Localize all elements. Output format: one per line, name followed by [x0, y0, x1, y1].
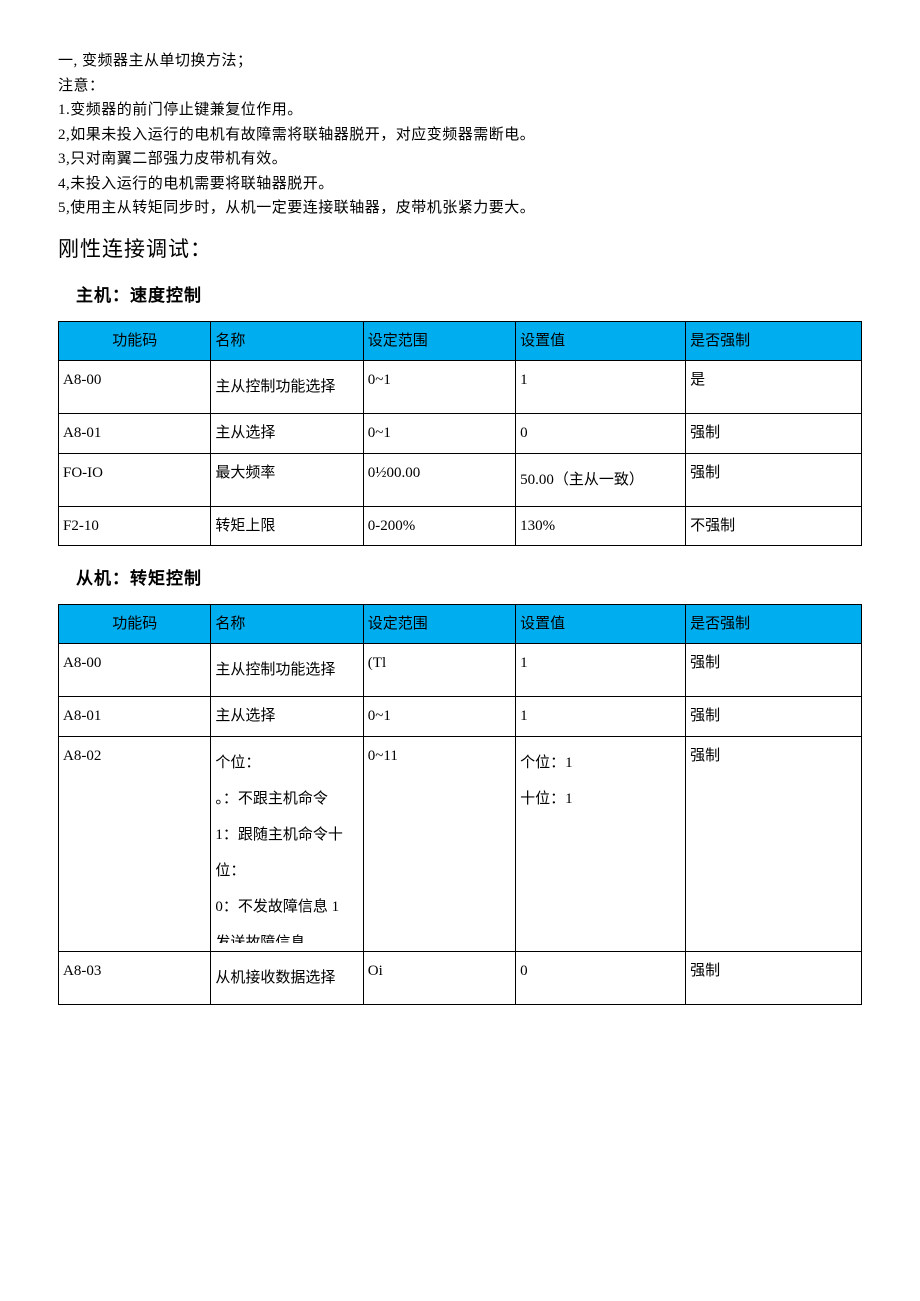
- col-code: 功能码: [59, 604, 211, 644]
- col-force: 是否强制: [686, 604, 862, 644]
- table-row: A8-02 个位： 。：不跟主机命令 1：跟随主机命令十位： 0：不发故障信息 …: [59, 736, 862, 951]
- cell-name: 主从选择: [211, 414, 363, 454]
- cell-value: 130%: [516, 506, 686, 546]
- cell-range: 0-200%: [363, 506, 515, 546]
- cell-force: 强制: [686, 414, 862, 454]
- host-subtitle: 主机：速度控制: [76, 283, 862, 309]
- intro-line: 注意：: [58, 75, 862, 98]
- intro-block: 一, 变频器主从单切换方法； 注意： 1.变频器的前门停止键兼复位作用。 2,如…: [58, 50, 862, 220]
- cell-value: 1: [516, 361, 686, 414]
- cell-value: 个位：1 十位：1: [516, 736, 686, 951]
- intro-line: 1.变频器的前门停止键兼复位作用。: [58, 99, 862, 122]
- cell-force: 强制: [686, 697, 862, 737]
- col-name: 名称: [211, 604, 363, 644]
- slave-table: 功能码 名称 设定范围 设置值 是否强制 A8-00 主从控制功能选择 (Tl …: [58, 604, 862, 1005]
- cell-force: 强制: [686, 951, 862, 1004]
- intro-line: 一, 变频器主从单切换方法；: [58, 50, 862, 73]
- intro-line: 3,只对南翼二部强力皮带机有效。: [58, 148, 862, 171]
- table-row: A8-03 从机接收数据选择 Oi 0 强制: [59, 951, 862, 1004]
- cell-name: 从机接收数据选择: [211, 951, 363, 1004]
- cell-range: Oi: [363, 951, 515, 1004]
- table-row: A8-01 主从选择 0~1 0 强制: [59, 414, 862, 454]
- cell-code: A8-02: [59, 736, 211, 951]
- col-code: 功能码: [59, 321, 211, 361]
- cell-range: 0~11: [363, 736, 515, 951]
- cell-name: 主从控制功能选择: [211, 644, 363, 697]
- cell-name: 转矩上限: [211, 506, 363, 546]
- cell-force: 不强制: [686, 506, 862, 546]
- cell-force: 强制: [686, 736, 862, 951]
- cell-name: 最大频率: [211, 453, 363, 506]
- cell-value: 0: [516, 951, 686, 1004]
- col-name: 名称: [211, 321, 363, 361]
- cell-value: 50.00（主从一致）: [516, 453, 686, 506]
- intro-line: 4,未投入运行的电机需要将联轴器脱开。: [58, 173, 862, 196]
- section-title-rigid: 刚性连接调试：: [58, 234, 862, 266]
- table-header-row: 功能码 名称 设定范围 设置值 是否强制: [59, 604, 862, 644]
- cell-force: 强制: [686, 453, 862, 506]
- host-table: 功能码 名称 设定范围 设置值 是否强制 A8-00 主从控制功能选择 0~1 …: [58, 321, 862, 547]
- cell-range: 0~1: [363, 697, 515, 737]
- cell-code: F2-10: [59, 506, 211, 546]
- table-header-row: 功能码 名称 设定范围 设置值 是否强制: [59, 321, 862, 361]
- cell-code: A8-00: [59, 644, 211, 697]
- cell-code: FO-IO: [59, 453, 211, 506]
- cell-code: A8-01: [59, 414, 211, 454]
- intro-line: 2,如果未投入运行的电机有故障需将联轴器脱开，对应变频器需断电。: [58, 124, 862, 147]
- cell-value: 1: [516, 697, 686, 737]
- cell-range: 0½00.00: [363, 453, 515, 506]
- cell-force: 强制: [686, 644, 862, 697]
- cell-name: 主从选择: [211, 697, 363, 737]
- table-row: A8-01 主从选择 0~1 1 强制: [59, 697, 862, 737]
- col-force: 是否强制: [686, 321, 862, 361]
- col-range: 设定范围: [363, 604, 515, 644]
- cell-value: 1: [516, 644, 686, 697]
- cell-value: 0: [516, 414, 686, 454]
- cell-code: A8-01: [59, 697, 211, 737]
- col-value: 设置值: [516, 604, 686, 644]
- cell-range: (Tl: [363, 644, 515, 697]
- cell-force: 是: [686, 361, 862, 414]
- cell-name: 主从控制功能选择: [211, 361, 363, 414]
- cell-code: A8-00: [59, 361, 211, 414]
- cell-range: 0~1: [363, 414, 515, 454]
- slave-subtitle: 从机：转矩控制: [76, 566, 862, 592]
- col-range: 设定范围: [363, 321, 515, 361]
- table-row: A8-00 主从控制功能选择 0~1 1 是: [59, 361, 862, 414]
- table-row: A8-00 主从控制功能选择 (Tl 1 强制: [59, 644, 862, 697]
- col-value: 设置值: [516, 321, 686, 361]
- table-row: F2-10 转矩上限 0-200% 130% 不强制: [59, 506, 862, 546]
- cell-name: 个位： 。：不跟主机命令 1：跟随主机命令十位： 0：不发故障信息 1 发送故障…: [211, 736, 363, 951]
- intro-line: 5,使用主从转矩同步时，从机一定要连接联轴器，皮带机张紧力要大。: [58, 197, 862, 220]
- cell-range: 0~1: [363, 361, 515, 414]
- table-row: FO-IO 最大频率 0½00.00 50.00（主从一致） 强制: [59, 453, 862, 506]
- cell-code: A8-03: [59, 951, 211, 1004]
